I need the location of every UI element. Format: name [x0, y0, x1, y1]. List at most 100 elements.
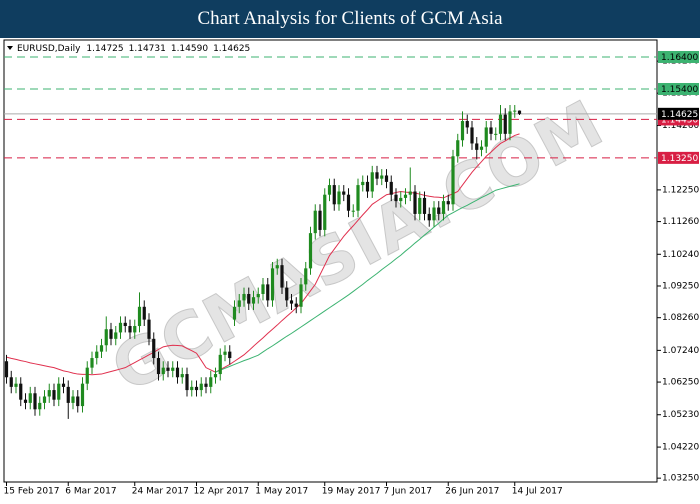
- candle-body: [266, 284, 270, 301]
- candle-body: [299, 284, 303, 307]
- candle-body: [104, 329, 108, 346]
- y-tick-label: 1.12250: [662, 185, 699, 195]
- candle-body: [209, 377, 213, 387]
- candle-body: [47, 390, 51, 397]
- x-tick-label: 24 Mar 2017: [132, 487, 189, 497]
- candle-body: [460, 121, 465, 141]
- plot: [4, 56, 657, 419]
- candle-body: [304, 268, 308, 285]
- x-tick-label: 15 Feb 2017: [4, 487, 60, 497]
- candle-body: [280, 265, 284, 288]
- candle-body: [57, 383, 61, 400]
- candle-body: [261, 284, 265, 294]
- candle-body: [494, 133, 498, 135]
- candle-body: [332, 185, 336, 205]
- candle-body: [318, 210, 322, 230]
- current-price-label: 1.14625: [661, 110, 698, 120]
- candle-body: [152, 338, 156, 359]
- candle-body: [375, 172, 379, 179]
- candle-body: [479, 146, 484, 150]
- candle-body: [14, 383, 18, 387]
- candle-body: [285, 287, 289, 301]
- candle-body: [356, 185, 360, 211]
- candle-body: [517, 110, 522, 114]
- candle-body: [294, 303, 298, 307]
- symbol-marker: [7, 46, 13, 50]
- candle-body: [33, 393, 37, 410]
- candle-body: [142, 306, 146, 320]
- y-tick-label: 1.07240: [662, 346, 699, 356]
- y-tick-label: 1.03250: [662, 474, 699, 484]
- y-tick-label: 1.04220: [662, 443, 699, 453]
- x-tick-label: 6 Mar 2017: [65, 487, 116, 497]
- candle-body: [513, 110, 517, 112]
- candle-body: [346, 194, 351, 211]
- level-label: 1.16400: [661, 53, 698, 63]
- candle-body: [232, 306, 237, 320]
- candle-body: [403, 194, 408, 198]
- candle-body: [408, 191, 412, 195]
- chart: EURUSD,Daily 1.14725 1.14731 1.14590 1.14625…: [3, 39, 699, 497]
- candle-body: [484, 127, 488, 147]
- y-tick-label: 1.11260: [662, 217, 699, 227]
- candle-body: [327, 185, 332, 195]
- high-label: 1.14731: [129, 44, 166, 54]
- level-label: 1.14450: [661, 115, 698, 125]
- candle-body: [242, 293, 246, 301]
- candle-body: [171, 367, 175, 371]
- candle-body: [4, 361, 9, 378]
- candle-body: [228, 351, 232, 359]
- candle-body: [199, 383, 203, 391]
- candle-body: [446, 201, 450, 205]
- chart-header: EURUSD,Daily 1.14725 1.14731 1.14590 1.14625: [17, 44, 250, 54]
- close-label: 1.14625: [213, 44, 250, 54]
- candle-body: [365, 181, 370, 192]
- y-tick-label: 1.09250: [662, 281, 699, 291]
- candle-body: [175, 367, 180, 378]
- candle-body: [190, 386, 194, 391]
- y-tick-label: 1.06250: [662, 378, 699, 388]
- candle-body: [99, 345, 104, 352]
- candle-body: [9, 377, 13, 387]
- candle-body: [213, 374, 218, 378]
- candle-body: [361, 181, 365, 186]
- moving-average: [6, 133, 520, 376]
- candle-body: [418, 197, 422, 214]
- candle-body: [451, 156, 455, 205]
- candle-body: [85, 367, 89, 384]
- candle-body: [109, 329, 113, 339]
- candle-body: [399, 197, 403, 202]
- x-tick-label: 1 May 2017: [255, 487, 308, 497]
- candle-body: [223, 351, 227, 355]
- x-tick-label: 12 Apr 2017: [194, 487, 250, 497]
- candle-body: [237, 300, 241, 307]
- candle-body: [180, 374, 184, 378]
- candle-body: [185, 374, 189, 391]
- candle-body: [80, 383, 85, 407]
- candle-body: [194, 386, 199, 391]
- candle-body: [256, 293, 260, 298]
- candle-body: [384, 175, 389, 182]
- candle-body: [128, 326, 132, 333]
- candle-body: [427, 213, 431, 221]
- open-label: 1.14725: [86, 44, 123, 54]
- y-tick-label: 1.10240: [662, 250, 699, 260]
- level-label: 1.15400: [661, 85, 698, 95]
- candle-body: [394, 194, 398, 202]
- candle-body: [42, 396, 47, 403]
- candle-body: [218, 354, 222, 375]
- candle-body: [508, 111, 512, 134]
- candle-body: [456, 140, 460, 157]
- y-tick-label: 1.08260: [662, 313, 699, 323]
- x-tick-label: 19 May 2017: [322, 487, 381, 497]
- candle-body: [123, 322, 127, 327]
- level-label-box: [658, 151, 699, 164]
- symbol: EURUSD,Daily: [17, 44, 81, 54]
- candle-body: [76, 396, 80, 407]
- candle-body: [413, 191, 417, 214]
- candle-body: [289, 300, 294, 304]
- candle-body: [337, 191, 341, 205]
- candle-body: [23, 399, 28, 403]
- moving-average: [215, 183, 520, 373]
